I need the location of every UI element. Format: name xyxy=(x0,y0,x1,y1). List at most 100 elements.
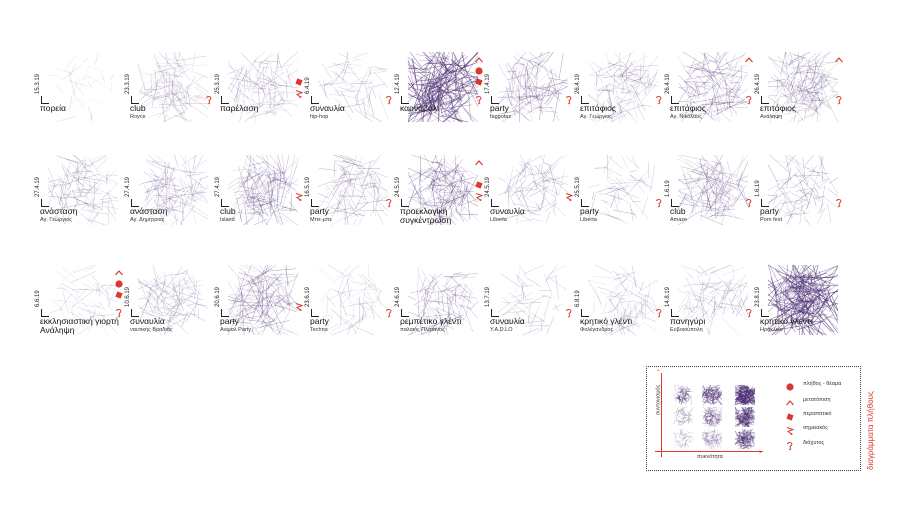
scribble-strokes xyxy=(137,264,208,336)
crowd-scribble xyxy=(497,264,567,336)
diochtos-marker-icon xyxy=(204,92,214,105)
event-markers xyxy=(294,155,306,225)
event-date: 27.4.19 xyxy=(35,176,41,197)
event-title: συναυλία xyxy=(490,316,525,326)
corner-tick xyxy=(221,309,229,317)
event-date: 1.6.19 xyxy=(755,180,761,197)
scribble-strokes xyxy=(587,154,656,224)
peristatiko-marker-icon xyxy=(474,74,484,86)
diochtos-marker-icon xyxy=(744,92,754,105)
peristatiko-marker-icon xyxy=(474,177,484,189)
event-cell: 23.8.19 κρητικό γλέντι Ηράκλειο xyxy=(755,264,846,360)
crowd-scribble xyxy=(497,154,569,225)
event-markers xyxy=(654,265,666,335)
scribble-strokes xyxy=(137,51,209,123)
crowd-scribble xyxy=(677,51,749,123)
crowd-scribble xyxy=(677,264,749,336)
legend-item-label: σημειακός xyxy=(803,425,828,431)
scribble-strokes xyxy=(734,384,756,406)
crowd-scribble xyxy=(47,154,119,226)
corner-tick xyxy=(131,199,139,207)
event-date: 27.4.19 xyxy=(125,176,131,197)
event-location: Liberta xyxy=(490,217,507,223)
event-title: ανάσταση xyxy=(130,206,168,216)
event-location: Porn fest xyxy=(760,217,783,223)
event-location: Αγ. Γεώργιος xyxy=(580,114,612,120)
legend-title: διαγράμματα πλήθους xyxy=(866,391,875,470)
legend-sample-scribble xyxy=(734,384,756,406)
event-cell: 23.3.19 club Royce xyxy=(125,51,216,147)
corner-tick xyxy=(761,309,769,317)
event-cell: 12.4.19 καρναβάλι xyxy=(395,51,486,147)
scribble-strokes xyxy=(677,264,749,336)
corner-tick xyxy=(491,199,499,207)
curly-mark-icon xyxy=(785,438,795,451)
simeiakos-marker-icon xyxy=(294,86,304,98)
crowd-scribble xyxy=(227,264,299,336)
event-cell: 26.4.19 επιτάφιος Ανάληψη xyxy=(755,51,846,147)
event-date: 23.3.19 xyxy=(125,73,131,94)
event-location: Αγ. Νικόλαος xyxy=(670,114,702,120)
scribble-strokes xyxy=(317,264,389,336)
x-axis-arrow-icon: › xyxy=(759,447,762,456)
event-date: 1.6.19 xyxy=(665,180,671,197)
event-cell: 24.6.19 ρεμπέτικο γλέντι παλαιός Πλάτανος xyxy=(395,265,486,360)
scribble-strokes xyxy=(407,154,479,226)
event-location: Techno xyxy=(310,327,328,333)
corner-tick xyxy=(671,96,679,104)
legend-item-label: μετατόπιση xyxy=(803,397,831,403)
event-location: Ευβοιούπολη xyxy=(670,327,703,333)
event-cell: 15.3.19 πορεία xyxy=(35,52,126,147)
event-date: 14.8.19 xyxy=(665,286,671,307)
peristatiko-marker-icon xyxy=(114,287,124,299)
event-markers xyxy=(204,52,216,122)
event-cell: 13.7.19 συναυλία Y.A.D.LO xyxy=(485,264,576,360)
event-date: 26.4.19 xyxy=(755,73,761,94)
chevron-up-icon xyxy=(785,395,795,406)
corner-tick xyxy=(401,199,409,207)
crowd-scribble xyxy=(767,154,839,226)
scribble-strokes xyxy=(407,266,479,336)
simeiakos-marker-icon xyxy=(294,189,304,201)
corner-tick xyxy=(221,199,229,207)
corner-tick xyxy=(761,199,769,207)
diochtos-marker-icon xyxy=(384,92,394,105)
scribble-strokes xyxy=(734,406,756,428)
event-date: 24.6.19 xyxy=(395,286,401,307)
event-location: Amaze xyxy=(670,217,688,223)
corner-tick xyxy=(581,309,589,317)
crowd-scribble xyxy=(137,264,208,336)
event-date: 27.4.19 xyxy=(215,176,221,197)
metatopisi-marker-icon xyxy=(834,52,844,63)
event-markers xyxy=(474,52,486,122)
scribble-strokes xyxy=(227,51,299,123)
scribble-strokes xyxy=(497,154,569,225)
diochtos-marker-icon xyxy=(474,92,484,105)
event-markers xyxy=(564,155,576,225)
diochtos-marker-icon xyxy=(654,195,664,208)
scribble-strokes xyxy=(701,406,723,428)
event-title: κρητικό γλέντι xyxy=(760,316,813,326)
event-date: 25.3.19 xyxy=(215,73,221,94)
corner-tick xyxy=(311,199,319,207)
crowd-scribble xyxy=(407,154,479,226)
event-location: ναυτικής Βραδιάς xyxy=(130,327,173,333)
event-markers xyxy=(654,155,666,225)
corner-tick xyxy=(491,309,499,317)
event-date: 20.6.19 xyxy=(215,286,221,307)
event-date: 23.6.19 xyxy=(305,286,311,307)
corner-tick xyxy=(131,96,139,104)
legend-box: › ˆ πυκνότητα συντονισμός πλήθος - θέαμα… xyxy=(646,366,861,471)
event-location: Liberta xyxy=(580,217,597,223)
event-location: Island xyxy=(220,217,235,223)
event-title: συναυλία xyxy=(130,316,165,326)
legend-sample-scribble xyxy=(673,406,694,428)
metatopisi-marker-icon xyxy=(474,155,484,166)
event-date: 23.8.19 xyxy=(755,286,761,307)
event-date: 12.4.19 xyxy=(395,73,401,94)
event-date: 6.6.19 xyxy=(35,290,41,307)
legend-sample-scribble xyxy=(734,406,756,428)
scribble-strokes xyxy=(767,264,839,336)
event-cell: 26.4.19 επιτάφιος Αγ. Νικόλαος xyxy=(665,51,756,147)
filled-circle-icon xyxy=(785,379,795,391)
